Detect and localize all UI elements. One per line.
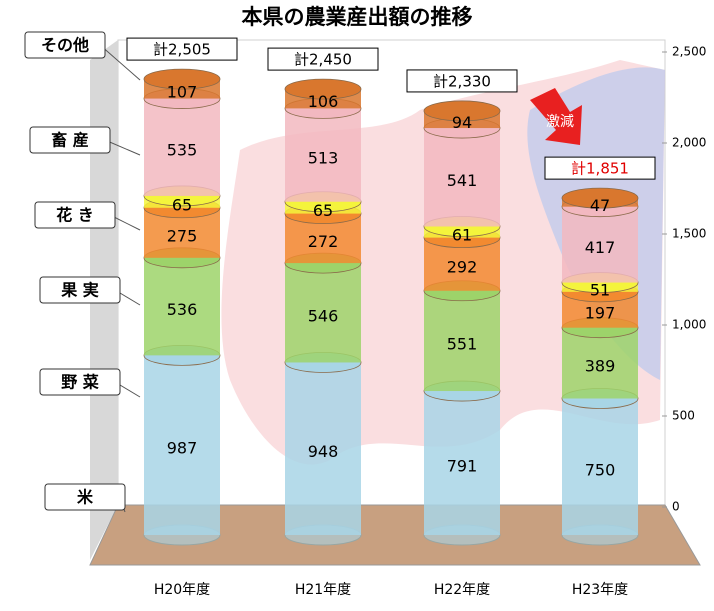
bar-top [423, 100, 501, 122]
total-box [544, 156, 656, 180]
value-label: 791 [447, 457, 478, 476]
total-box [267, 47, 379, 71]
value-label: 389 [585, 357, 616, 376]
bar-body [562, 398, 638, 535]
value-label: 987 [167, 439, 198, 458]
bar-segment [143, 68, 221, 99]
bar-body [424, 290, 500, 392]
total-label: 計2,450 [294, 51, 352, 69]
bar-segment [143, 88, 221, 196]
value-label: 275 [167, 226, 198, 245]
value-label: 94 [452, 113, 472, 132]
y-tick-label: 2,500 [672, 45, 706, 59]
value-label: 292 [447, 258, 478, 277]
legend-label: その他 [41, 36, 89, 55]
x-tick-label: H21年度 [295, 582, 351, 598]
bar-segment [284, 78, 362, 109]
total-label: 計1,851 [571, 160, 629, 178]
bar-body [144, 98, 220, 196]
legend-label: 畜 産 [51, 131, 89, 150]
total-box [406, 69, 518, 93]
bar-top [284, 78, 362, 100]
bar-segment [284, 97, 362, 202]
value-label: 513 [308, 149, 339, 168]
bar-top [143, 68, 221, 90]
value-label: 536 [167, 300, 198, 319]
legend-label: 花 き [56, 206, 94, 225]
value-label: 535 [167, 141, 198, 160]
value-label: 65 [172, 195, 192, 214]
bar-body [424, 391, 500, 535]
legend-box [29, 126, 111, 154]
value-label: 546 [308, 306, 339, 325]
value-label: 197 [585, 303, 616, 322]
annotation-arrow [530, 88, 582, 145]
bar-body [144, 257, 220, 356]
legend-box [39, 276, 121, 304]
value-label: 272 [308, 232, 339, 251]
bar-body [144, 355, 220, 535]
value-label: 65 [313, 201, 333, 220]
bar-body [562, 327, 638, 399]
x-tick-label: H20年度 [154, 582, 210, 598]
total-label: 計2,330 [433, 72, 491, 90]
x-tick-label: H22年度 [434, 582, 490, 598]
x-tick-label: H23年度 [572, 582, 628, 598]
value-label: 551 [447, 334, 478, 353]
bar-body [562, 206, 638, 283]
bar-body [285, 108, 361, 202]
y-tick-label: 2,000 [672, 136, 706, 150]
value-label: 61 [452, 226, 472, 245]
bar-segment [423, 100, 501, 129]
legend-leader [99, 44, 141, 81]
legend-label: 野 菜 [61, 373, 99, 392]
legend-leader [104, 139, 141, 156]
legend-box [34, 201, 116, 229]
legend-box [24, 31, 106, 59]
y-tick-label: 1,000 [672, 318, 706, 332]
value-label: 541 [447, 171, 478, 190]
value-label: 107 [167, 82, 198, 101]
y-tick-label: 1,500 [672, 227, 706, 241]
chart-title: 本県の農業産出額の推移 [242, 5, 473, 29]
value-label: 750 [585, 460, 616, 479]
bar-body [285, 362, 361, 535]
legend-box [39, 368, 121, 396]
legend-label: 米 [77, 488, 94, 507]
legend-label: 果 実 [60, 281, 99, 300]
y-tick-label: 500 [672, 409, 695, 423]
y-tick-label: 0 [672, 500, 680, 514]
bar-top [561, 187, 639, 209]
value-label: 417 [585, 238, 616, 257]
annotation: 激減 [546, 113, 574, 130]
bar-body [424, 128, 500, 227]
legend-box [44, 483, 126, 511]
total-label: 計2,505 [153, 41, 211, 59]
total-box [126, 37, 238, 61]
value-label: 47 [590, 196, 610, 215]
value-label: 106 [308, 92, 339, 111]
value-label: 948 [308, 442, 339, 461]
bar-body [285, 263, 361, 363]
value-label: 51 [590, 281, 610, 300]
bar-segment [561, 187, 639, 209]
